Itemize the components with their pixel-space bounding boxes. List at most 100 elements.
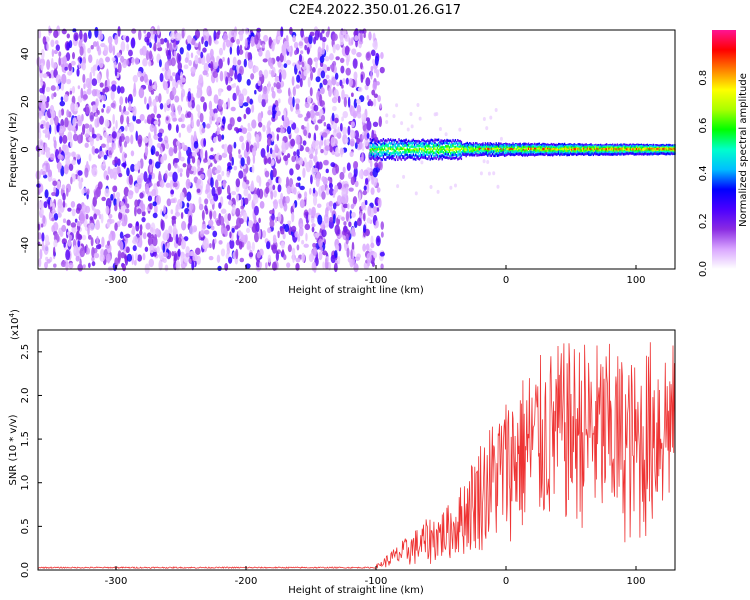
heatmap-cell — [656, 144, 658, 147]
heatmap-cell — [149, 227, 154, 233]
heatmap-cell — [214, 40, 219, 45]
heatmap-cell — [505, 149, 507, 152]
heatmap-cell — [308, 34, 313, 45]
heatmap-cell — [459, 153, 461, 156]
heatmap-cell — [259, 200, 265, 209]
heatmap-cell — [445, 156, 447, 159]
heatmap-cell — [501, 149, 503, 153]
heatmap-cell — [51, 209, 57, 214]
heatmap-cell — [258, 121, 263, 128]
heatmap-cell — [448, 154, 451, 158]
heatmap-cell — [374, 149, 376, 153]
heatmap-cell — [549, 150, 551, 153]
heatmap-cell — [257, 93, 263, 104]
heatmap-cell — [313, 36, 317, 45]
heatmap-cell — [404, 141, 406, 144]
heatmap-cell — [95, 112, 98, 118]
heatmap-cell — [139, 113, 145, 122]
heatmap-cell — [166, 116, 169, 121]
heatmap-cell — [68, 62, 72, 72]
heatmap-cell — [407, 141, 410, 145]
heatmap-cell — [102, 103, 106, 109]
heatmap-cell — [430, 154, 433, 158]
heatmap-cell — [573, 152, 575, 156]
heatmap-cell — [373, 251, 378, 259]
heatmap-cell — [439, 140, 441, 144]
heatmap-cell — [665, 146, 668, 150]
heatmap-cell — [377, 197, 382, 209]
heatmap-cell — [625, 150, 627, 154]
heatmap-cell — [500, 144, 502, 148]
heatmap-cell — [111, 84, 117, 92]
heatmap-cell — [465, 151, 467, 154]
heatmap-cell — [421, 142, 423, 146]
heatmap-cell — [586, 149, 589, 153]
heatmap-cell — [584, 149, 586, 152]
heatmap-cell — [251, 241, 255, 252]
heatmap-cell — [388, 141, 391, 145]
heatmap-cell — [134, 206, 137, 217]
heatmap-cell — [275, 250, 279, 262]
heatmap-cell — [218, 47, 224, 56]
heatmap-cell — [488, 143, 490, 147]
heatmap-cell — [354, 220, 358, 229]
heatmap-cell — [365, 77, 371, 87]
heatmap-cell — [413, 149, 416, 153]
heatmap-cell — [387, 147, 389, 150]
heatmap-cell — [76, 68, 80, 77]
heatmap-cell — [159, 72, 164, 83]
heatmap-cell — [632, 144, 634, 148]
heatmap-cell — [535, 147, 537, 151]
heatmap-cell — [312, 195, 318, 206]
heatmap-cell — [628, 152, 631, 155]
heatmap-cell — [110, 89, 115, 101]
heatmap-cell — [497, 150, 500, 154]
heatmap-cell — [79, 247, 86, 258]
heatmap-cell — [377, 145, 380, 149]
heatmap-cell — [633, 151, 635, 155]
heatmap-cell — [295, 84, 300, 89]
heatmap-cell — [226, 242, 230, 251]
heatmap-cell — [386, 150, 388, 153]
heatmap-cell — [156, 246, 160, 254]
heatmap-cell — [478, 147, 481, 151]
heatmap-cell — [489, 142, 491, 145]
heatmap-cell — [658, 149, 661, 152]
heatmap-cell — [477, 148, 479, 152]
heatmap-cell — [501, 144, 503, 148]
heatmap-cell — [203, 138, 207, 147]
heatmap-cell — [410, 156, 412, 159]
heatmap-cell — [465, 148, 467, 151]
heatmap-cell — [393, 141, 395, 144]
heatmap-cell — [149, 164, 153, 173]
heatmap-cell — [623, 146, 626, 150]
heatmap-cell — [578, 152, 580, 156]
heatmap-cell — [561, 147, 563, 151]
heatmap-cell — [89, 111, 95, 122]
heatmap-cell — [407, 148, 410, 152]
heatmap-cell — [277, 212, 282, 223]
heatmap-cell — [57, 168, 61, 173]
heatmap-cell — [452, 153, 454, 157]
heatmap-cell — [201, 223, 207, 230]
heatmap-cell — [196, 178, 202, 185]
heatmap-cell — [251, 146, 257, 157]
heatmap-cell — [657, 144, 659, 148]
heatmap-cell — [376, 187, 381, 193]
heatmap-cell — [623, 152, 626, 156]
heatmap-cell — [655, 146, 657, 150]
heatmap-cell — [97, 65, 100, 72]
heatmap-cell — [382, 156, 385, 159]
heatmap-cell — [156, 113, 162, 119]
heatmap-cell — [649, 146, 651, 150]
heatmap-cell — [70, 125, 75, 132]
heatmap-cell — [577, 153, 579, 156]
snr-y-label: SNR (10 * v/v) — [8, 414, 19, 485]
heatmap-cell — [431, 139, 434, 142]
heatmap-cell — [559, 142, 561, 146]
heatmap-cell — [380, 148, 382, 152]
snr-y-ticks: 0.00.51.01.52.02.5 — [20, 344, 42, 578]
heatmap-cell — [513, 144, 515, 147]
heatmap-cell — [481, 153, 483, 157]
heatmap-cell — [302, 140, 307, 146]
